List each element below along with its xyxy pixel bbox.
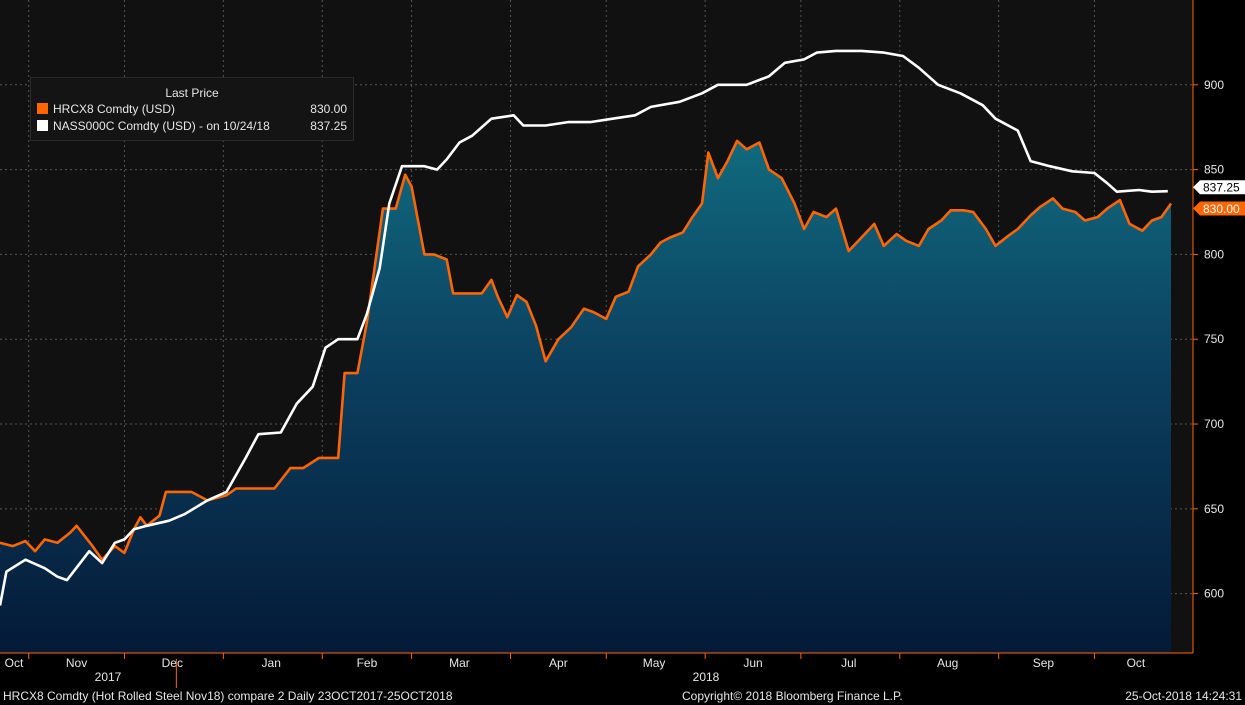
x-tick-label: Jun — [743, 656, 762, 670]
last-value-tag — [1193, 201, 1245, 216]
y-tick-label: 750 — [1204, 332, 1224, 346]
series-line — [0, 139, 1173, 561]
y-tick-label: 700 — [1204, 417, 1224, 431]
legend-swatch-orange — [37, 103, 48, 114]
footer-description: HRCX8 Comdty (Hot Rolled Steel Nov18) co… — [3, 689, 453, 703]
x-tick-label: Jan — [262, 656, 281, 670]
legend-series-value: 830.00 — [310, 101, 347, 116]
footer-timestamp: 25-Oct-2018 14:24:31 — [1125, 689, 1242, 703]
y-tick-label: 600 — [1204, 587, 1224, 601]
legend-title: Last Price — [165, 86, 219, 100]
footer-copyright: Copyright© 2018 Bloomberg Finance L.P. — [682, 689, 903, 703]
year-label: 2018 — [693, 670, 720, 684]
axes: 600 650 700 750 800 850 900 Oct Nov Dec Jan Feb Mar A… — [0, 0, 1245, 688]
legend-swatch-white — [37, 120, 48, 131]
x-tick-label: Aug — [937, 656, 958, 670]
x-tick-label: Oct — [5, 656, 24, 670]
x-tick-label: Dec — [162, 656, 183, 670]
area-fill-layer — [0, 140, 1171, 654]
x-tick-label: Mar — [449, 656, 470, 670]
legend-item-hrc: HRCX8 Comdty (USD) 830.00 — [37, 101, 347, 116]
y-tick-label: 650 — [1204, 502, 1224, 516]
legend-series-value: 837.25 — [310, 118, 347, 133]
x-tick-label: Apr — [549, 656, 568, 670]
x-tick-label: Feb — [357, 656, 378, 670]
legend-series-name: NASS000C Comdty (USD) - on 10/24/18 — [53, 118, 270, 133]
area-fill — [0, 140, 1171, 654]
x-tick-label: Oct — [1127, 656, 1146, 670]
y-tick-label: 800 — [1204, 247, 1224, 261]
last-value-tag — [1193, 180, 1245, 195]
x-tick-label: Jul — [841, 656, 856, 670]
year-label: 2017 — [95, 670, 122, 684]
y-tick-label: 900 — [1204, 78, 1224, 92]
x-tick-label: Nov — [66, 656, 87, 670]
legend-series-name: HRCX8 Comdty (USD) — [53, 101, 176, 116]
y-tick-label: 850 — [1204, 163, 1224, 177]
series-line — [0, 49, 1168, 606]
last-value-label: 837.25 — [1203, 181, 1240, 195]
legend-box: Last Price HRCX8 Comdty (USD) 830.00 NAS… — [30, 77, 354, 141]
series-lines — [0, 49, 1173, 606]
legend-item-nass: NASS000C Comdty (USD) - on 10/24/18 837.… — [37, 118, 347, 133]
x-tick-label: Sep — [1033, 656, 1055, 670]
last-value-label: 830.00 — [1203, 202, 1240, 216]
x-tick-label: May — [643, 656, 666, 670]
